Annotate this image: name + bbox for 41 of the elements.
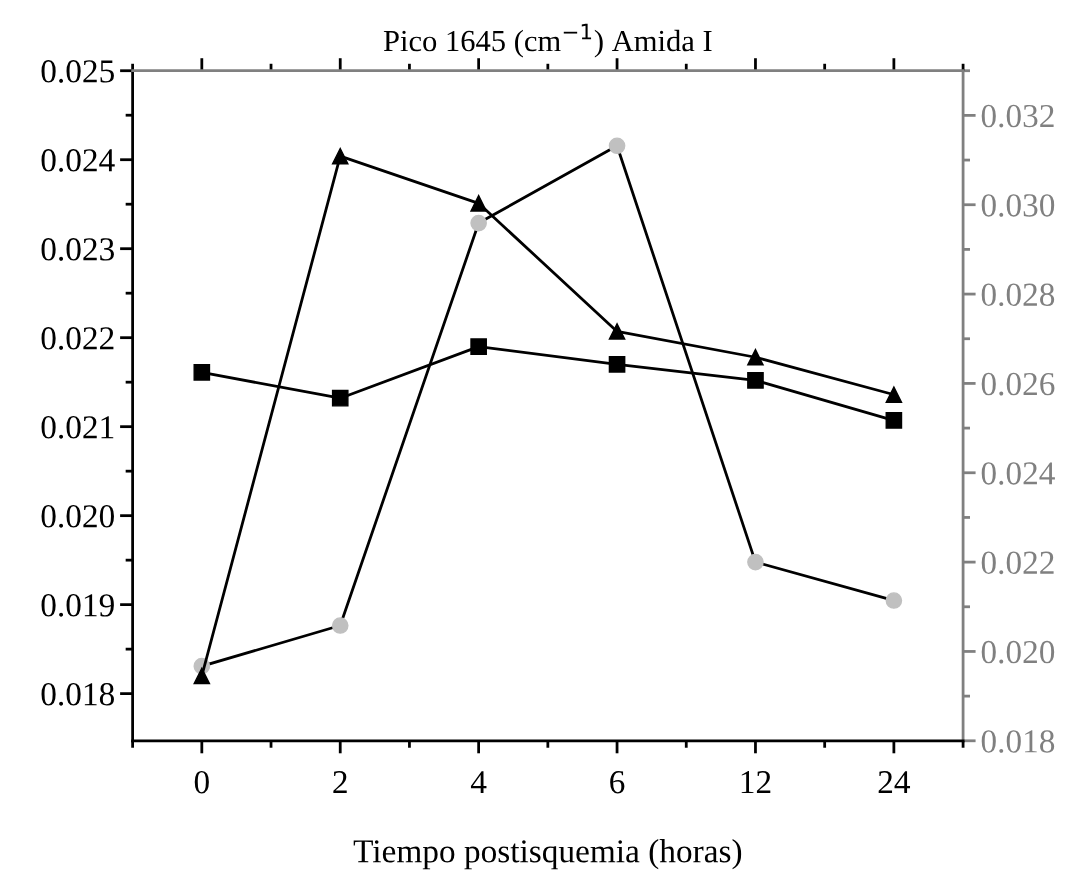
point xyxy=(747,348,764,366)
point xyxy=(193,667,211,685)
point xyxy=(747,372,764,389)
x-tick-label: 12 xyxy=(741,771,771,794)
y-tick-label: 0.019 xyxy=(41,594,114,617)
y-tick-label: 0.025 xyxy=(41,60,114,83)
point xyxy=(470,338,487,355)
x-tick-label: 0 xyxy=(194,770,209,794)
x-tick-label: 4 xyxy=(470,771,487,794)
y2-tick-label: 0.026 xyxy=(981,372,1055,396)
y2-tick-label: 0.022 xyxy=(981,551,1054,575)
y-tick-label: 0.020 xyxy=(41,505,114,528)
y-tick-label: 0.022 xyxy=(41,327,114,350)
x-tick-label: 6 xyxy=(610,771,625,794)
y-tick-label: 0.021 xyxy=(41,416,114,439)
x-axis-title: Tiempo postisquemia (horas) xyxy=(353,839,742,870)
y-tick-label: 0.023 xyxy=(41,238,114,261)
point xyxy=(608,323,626,340)
y-tick-label: 0.024 xyxy=(41,149,115,172)
point xyxy=(331,617,349,634)
y2-tick-label: 0.024 xyxy=(981,462,1055,485)
x-tick-label: 24 xyxy=(878,771,911,794)
y-tick-label: 0.018 xyxy=(41,683,114,706)
point xyxy=(331,389,349,407)
point xyxy=(747,553,764,571)
point xyxy=(885,412,903,429)
point xyxy=(470,214,487,232)
x-tick-label: 2 xyxy=(333,771,347,794)
y2-tick-label: 0.030 xyxy=(981,194,1055,217)
y2-tick-label: 0.020 xyxy=(981,640,1055,664)
y2-tick-label: 0.028 xyxy=(981,283,1055,307)
point xyxy=(608,356,626,373)
point xyxy=(193,364,211,381)
point xyxy=(331,147,349,165)
point xyxy=(470,194,487,212)
point xyxy=(885,592,903,609)
point xyxy=(608,137,626,155)
y2-tick-label: 0.018 xyxy=(981,730,1055,753)
point xyxy=(885,386,903,403)
y2-tick-label: 0.032 xyxy=(981,104,1054,128)
chart-title: Pico 1645 (cm$^{−1}$) Amida I xyxy=(383,23,712,58)
